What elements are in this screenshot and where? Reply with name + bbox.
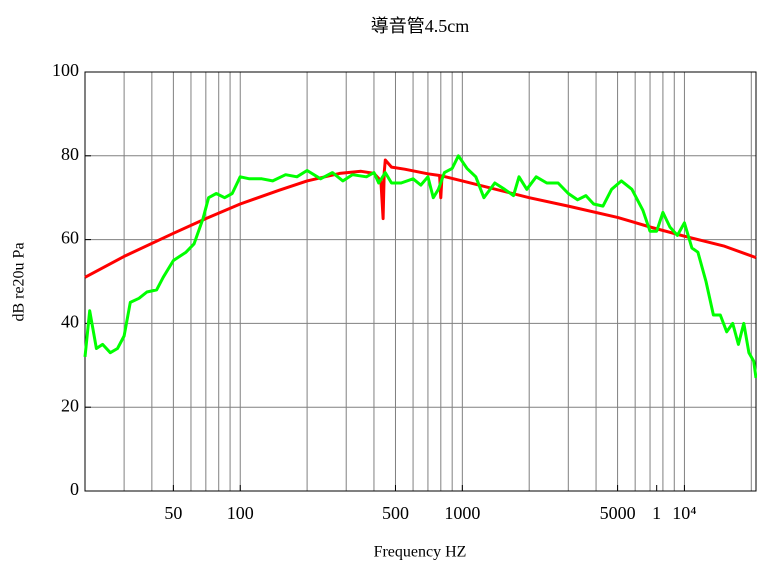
plot-frame — [84, 71, 757, 492]
x-tick-label: 50 — [164, 503, 182, 523]
x-tick-label: 5000 — [600, 503, 636, 523]
x-axis-label: Frequency HZ — [374, 544, 467, 561]
y-tick-label: 60 — [61, 228, 79, 248]
y-tick-label: 0 — [70, 479, 79, 499]
x-tick-label: 500 — [382, 503, 409, 523]
y-tick-label: 20 — [61, 395, 79, 415]
x-tick-label: 10⁴ — [672, 503, 696, 523]
x-tick-label: 100 — [227, 503, 254, 523]
x-tick-label: 1000 — [444, 503, 480, 523]
data-line — [83, 154, 757, 379]
y-tick-label: 100 — [52, 60, 79, 80]
y-tick-label: 80 — [61, 144, 79, 164]
y-tick-label: 40 — [61, 312, 79, 332]
y-axis-label: dB re20u Pa — [11, 242, 28, 321]
chart-title: 導音管4.5cm — [371, 16, 470, 36]
x-tick-label: 1 — [652, 503, 661, 523]
data-line — [84, 158, 757, 279]
